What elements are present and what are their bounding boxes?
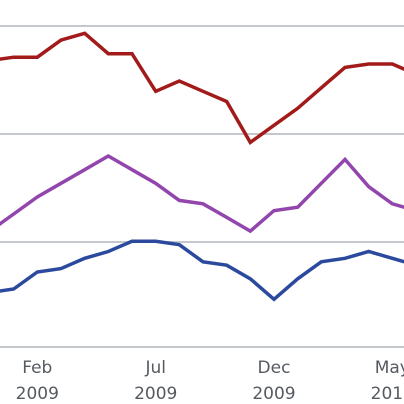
x-tick-label-year: 2009	[134, 384, 177, 404]
series-lines	[0, 31, 404, 302]
x-tick-label-month: May	[375, 358, 404, 378]
x-axis-ticks: Feb 2009 Jul 2009 Dec 2009 May 2010	[16, 358, 404, 404]
series-line-2	[0, 153, 404, 234]
x-tick-label-month: Dec	[258, 358, 291, 378]
gridlines	[0, 25, 404, 243]
x-tick-label-year: 2009	[16, 384, 59, 404]
series-line-1	[0, 31, 404, 145]
x-tick-label-month: Jul	[144, 358, 166, 378]
x-tick-label-year: 2009	[252, 384, 295, 404]
x-tick-label-month: Feb	[22, 358, 52, 378]
series-line-3	[0, 239, 404, 302]
x-tick-label-year: 2010	[371, 384, 404, 404]
